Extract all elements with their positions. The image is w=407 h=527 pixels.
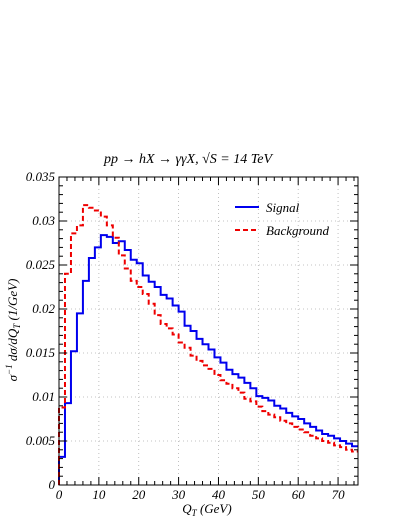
y-tick-label: 0 [49,477,56,492]
y-tick-label: 0.02 [32,301,55,316]
x-tick-label: 20 [132,487,146,502]
x-tick-label: 10 [92,487,106,502]
legend-background-label: Background [266,223,330,238]
x-tick-label: 40 [212,487,226,502]
x-tick-label: 60 [292,487,306,502]
x-axis: 0 10 20 30 40 50 60 70 [56,177,355,502]
y-tick-label: 0.015 [26,345,56,360]
series-background-line [58,204,358,485]
x-axis-label: QT (GeV) [182,501,231,518]
legend-signal-label: Signal [266,200,300,215]
y-tick-label: 0.005 [26,433,56,448]
grid [59,177,358,485]
series-signal-line [58,234,358,485]
y-tick-label: 0.01 [32,389,55,404]
series-layer [58,204,358,485]
x-tick-label: 50 [252,487,266,502]
x-tick-label: 30 [171,487,186,502]
y-tick-label: 0.03 [32,213,55,228]
y-tick-label: 0.035 [26,169,56,184]
y-axis: 0 0.005 0.01 0.015 0.02 0.025 0.03 0.035 [26,169,358,492]
legend: Signal Background [235,200,330,238]
y-tick-label: 0.025 [26,257,56,272]
x-tick-label: 70 [332,487,346,502]
chart-title: pp → hX → γγX, √S = 14 TeV [103,152,273,167]
x-tick-label: 0 [56,487,63,502]
plot-frame [58,176,359,486]
y-axis-label: σ−1 dσ/dQT (1/GeV) [4,279,22,382]
